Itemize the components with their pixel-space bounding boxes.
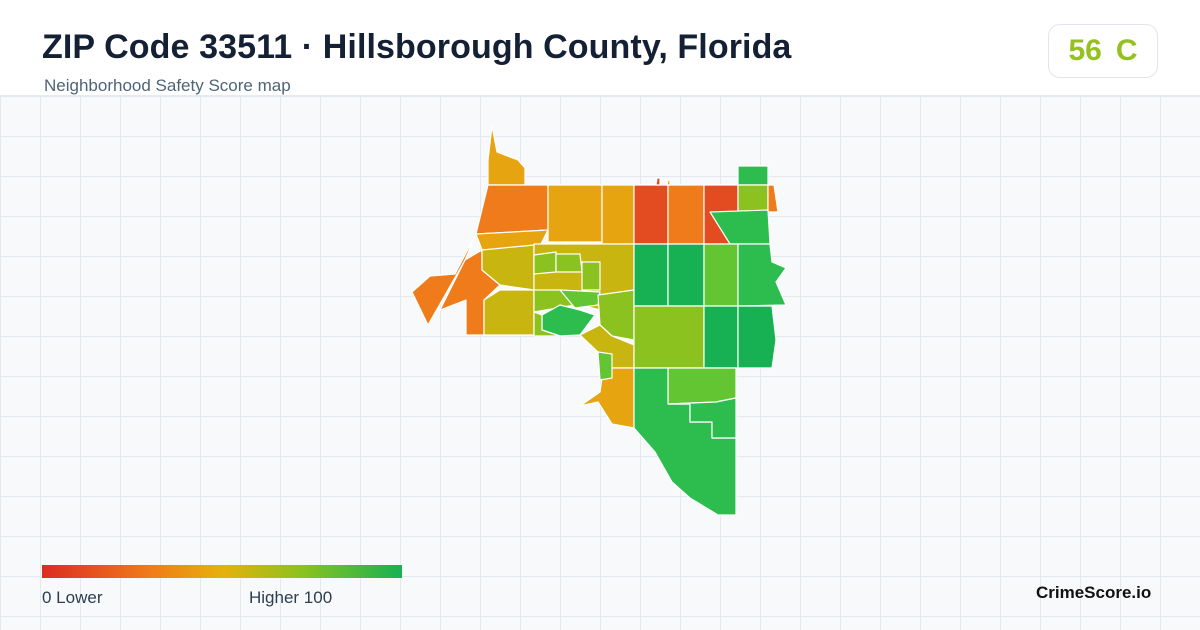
map-region[interactable]: [597, 351, 613, 381]
legend-low-label: 0 Lower: [42, 588, 103, 607]
map-region[interactable]: [667, 367, 737, 405]
legend-high-label: Higher 100: [249, 588, 333, 607]
map-region[interactable]: [597, 289, 635, 341]
map-region[interactable]: [481, 244, 535, 291]
map-region[interactable]: [767, 184, 779, 213]
score-value: 56: [1068, 34, 1102, 67]
map-region[interactable]: [547, 184, 603, 243]
page-title: ZIP Code 33511 · Hillsborough County, Fl…: [42, 28, 792, 66]
map-region[interactable]: [703, 243, 739, 307]
map-region[interactable]: [655, 177, 661, 186]
page-subtitle: Neighborhood Safety Score map: [44, 76, 291, 95]
map-region[interactable]: [487, 125, 526, 186]
map-region[interactable]: [667, 184, 705, 245]
page-header: ZIP Code 33511 · Hillsborough County, Fl…: [0, 0, 1200, 96]
map-region[interactable]: [737, 243, 787, 307]
map-region[interactable]: [483, 289, 535, 336]
map-region[interactable]: [533, 311, 561, 337]
map-region[interactable]: [633, 184, 669, 245]
map-region[interactable]: [737, 165, 769, 186]
map-region[interactable]: [555, 253, 583, 273]
map-region[interactable]: [667, 397, 737, 439]
legend-color-scale: [42, 565, 402, 578]
map-region[interactable]: [667, 243, 705, 307]
brand-logo-text[interactable]: CrimeScore.io: [1036, 583, 1152, 602]
map-region[interactable]: [633, 243, 669, 307]
map-region[interactable]: [475, 184, 549, 235]
map-region[interactable]: [703, 305, 739, 369]
map-region[interactable]: [633, 305, 705, 369]
map-region[interactable]: [601, 184, 635, 245]
safety-score-badge: 56 C: [1048, 24, 1158, 78]
map-region[interactable]: [666, 179, 671, 186]
map-region[interactable]: [533, 251, 557, 275]
map-region[interactable]: [737, 305, 777, 369]
map-region[interactable]: [559, 289, 601, 309]
score-grade: C: [1115, 34, 1138, 67]
map-region[interactable]: [581, 261, 601, 291]
